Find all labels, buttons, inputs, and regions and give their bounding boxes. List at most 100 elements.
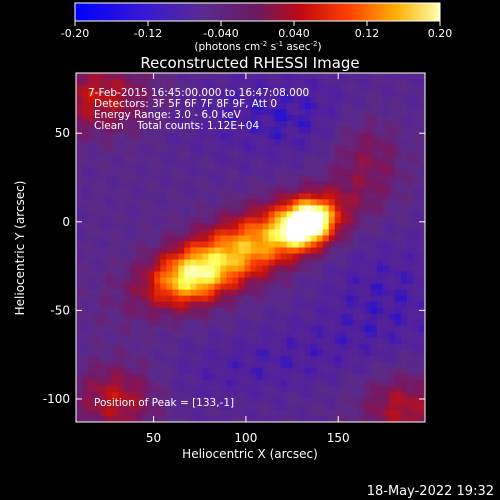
- heatmap-cell: [400, 373, 408, 381]
- heatmap-cell: [106, 103, 113, 110]
- heatmap-cell: [364, 295, 372, 303]
- heatmap-cell: [376, 259, 384, 267]
- heatmap-cell: [94, 199, 101, 206]
- heatmap-cell: [232, 415, 240, 422]
- heatmap-cell: [280, 163, 288, 170]
- heatmap-cell: [94, 385, 101, 393]
- heatmap-cell: [226, 331, 234, 339]
- heatmap-cell: [280, 109, 288, 116]
- heatmap-cell: [190, 169, 197, 176]
- heatmap-cell: [406, 337, 414, 345]
- heatmap-cell: [208, 205, 215, 212]
- heatmap-cell: [88, 337, 95, 345]
- heatmap-cell: [358, 163, 366, 170]
- heatmap-cell: [214, 331, 222, 339]
- heatmap-cell: [346, 223, 354, 231]
- heatmap-cell: [250, 301, 258, 309]
- heatmap-cell: [292, 307, 300, 315]
- heatmap-cell: [100, 319, 107, 327]
- heatmap-cell: [154, 223, 161, 231]
- heatmap-cell: [364, 331, 372, 339]
- heatmap-cell: [100, 199, 107, 206]
- heatmap-cell: [262, 193, 270, 200]
- heatmap-cell: [130, 415, 137, 422]
- heatmap-cell: [130, 307, 137, 315]
- heatmap-cell: [292, 103, 300, 110]
- heatmap-cell: [226, 349, 234, 357]
- heatmap-cell: [118, 97, 125, 104]
- heatmap-cell: [112, 391, 119, 399]
- heatmap-cell: [304, 151, 312, 158]
- heatmap-cell: [310, 253, 318, 261]
- heatmap-cell: [124, 259, 131, 267]
- heatmap-cell: [112, 187, 119, 194]
- heatmap-cell: [268, 169, 276, 176]
- heatmap-cell: [166, 133, 173, 140]
- heatmap-cell: [142, 253, 149, 261]
- heatmap-cell: [328, 121, 336, 128]
- heatmap-cell: [400, 79, 408, 86]
- heatmap-cell: [190, 211, 197, 219]
- heatmap-cell: [418, 385, 425, 393]
- heatmap-cell: [232, 85, 240, 92]
- heatmap-cell: [364, 391, 372, 399]
- heatmap-cell: [346, 349, 354, 357]
- heatmap-cell: [316, 187, 324, 194]
- heatmap-cell: [346, 133, 354, 140]
- heatmap-cell: [382, 97, 390, 104]
- heatmap-cell: [256, 379, 264, 387]
- heatmap-cell: [142, 91, 149, 98]
- heatmap-cell: [166, 259, 173, 267]
- heatmap-cell: [394, 175, 402, 182]
- heatmap-cell: [106, 121, 113, 128]
- heatmap-cell: [322, 397, 330, 405]
- heatmap-cell: [298, 325, 306, 333]
- heatmap-cell: [316, 313, 324, 321]
- heatmap-cell: [208, 79, 215, 86]
- heatmap-cell: [268, 361, 276, 369]
- heatmap-cell: [154, 277, 161, 285]
- heatmap-cell: [316, 379, 324, 387]
- heatmap-cell: [292, 253, 300, 261]
- heatmap-cell: [100, 385, 107, 393]
- heatmap-cell: [262, 289, 270, 297]
- heatmap-cell: [244, 355, 252, 363]
- heatmap-cell: [172, 175, 179, 182]
- heatmap-cell: [166, 331, 173, 339]
- heatmap-cell: [388, 391, 396, 399]
- heatmap-cell: [172, 151, 179, 158]
- heatmap-cell: [370, 235, 378, 243]
- heatmap-cell: [88, 409, 95, 417]
- heatmap-cell: [250, 313, 258, 321]
- heatmap-cell: [280, 91, 288, 98]
- heatmap-cell: [94, 193, 101, 200]
- heatmap-cell: [178, 169, 185, 176]
- heatmap-cell: [280, 223, 288, 231]
- heatmap-cell: [160, 313, 167, 321]
- heatmap-cell: [358, 109, 366, 116]
- heatmap-cell: [262, 247, 270, 255]
- heatmap-cell: [304, 253, 312, 261]
- heatmap-cell: [328, 259, 336, 267]
- heatmap-cell: [220, 217, 228, 225]
- heatmap-cell: [184, 163, 191, 170]
- heatmap-cell: [202, 313, 209, 321]
- heatmap-cell: [280, 403, 288, 411]
- heatmap-cell: [358, 73, 366, 80]
- heatmap-cell: [310, 157, 318, 164]
- heatmap-cell: [400, 187, 408, 194]
- heatmap-cell: [94, 211, 101, 219]
- heatmap-cell: [244, 409, 252, 417]
- heatmap-cell: [160, 307, 167, 315]
- heatmap-cell: [256, 271, 264, 279]
- heatmap-cell: [142, 79, 149, 86]
- heatmap-cell: [148, 229, 155, 237]
- heatmap-cell: [250, 121, 258, 128]
- heatmap-cell: [88, 325, 95, 333]
- heatmap-cell: [250, 187, 258, 194]
- heatmap-cell: [394, 247, 402, 255]
- heatmap-cell: [202, 385, 209, 393]
- heatmap-cell: [166, 403, 173, 411]
- heatmap-cell: [154, 355, 161, 363]
- heatmap-cell: [100, 181, 107, 188]
